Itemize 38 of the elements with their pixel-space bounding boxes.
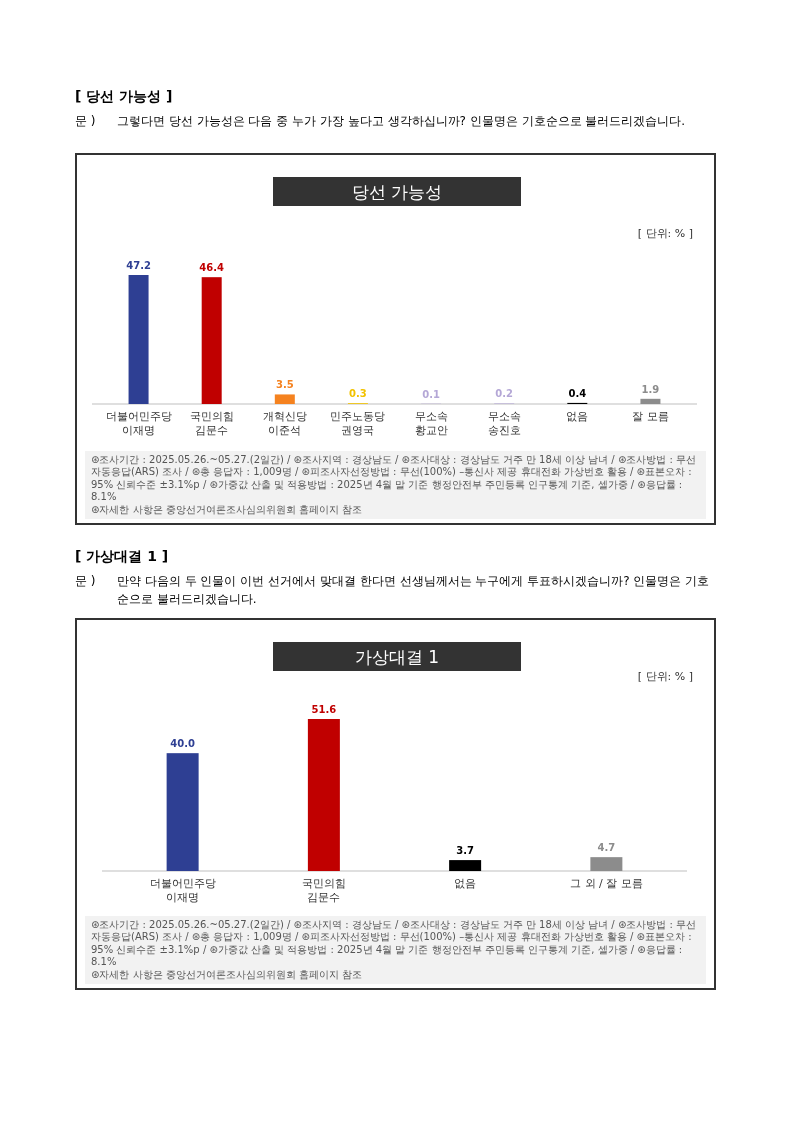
x-tick-label: 국민의힘 김문수: [301, 877, 346, 904]
data-label: 3.5: [275, 379, 294, 391]
data-label: 0.1: [422, 388, 440, 400]
x-tick-label: 더불어민주당 이재명: [105, 410, 172, 437]
text: [ 단위: % ]: [637, 670, 693, 683]
data-label: 46.4: [199, 262, 225, 274]
x-tick-label: 없음: [566, 410, 589, 423]
chart-title: 당선 가능성: [351, 182, 443, 202]
text: ⊛조사기간 : 2025.05.26.~05.27.(2일간) / ⊛조사지역 : 경상남도 / ⊛조사대상 : 경상남도 거주 만 18세 이상 남녀 / ⊛조사방법 : 무선 자동응답(ARS) 조사 / ⊛총 응답자 : 1,009명 / ⊛피조사자선정방법 : 무선(100%) –통신사 제공 휴대전화 가상번호 활용 / ⊛표본오차 : 95% 신뢰수준 ±3.1%p / ⊛가중값 산출 및 적용방법 : 2025년 4월 말 기준 행정안전부 주민등록 인구통계 기준, 셀가중 / ⊛응답률 : 8.1%: [91, 453, 697, 504]
text: ⊛자세한 사항은 중앙선거여론조사심의위원회 홈페이지 참조: [91, 503, 364, 516]
text: 만약 다음의 두 인물이 이번 선거에서 맞대결 한다면 선생님께서는 누구에게 투표하시겠습니까? 인물명은 기호순으로 불러드리겠습니다.: [117, 573, 711, 608]
x-tick-label: 없음: [454, 877, 477, 890]
text: [ 단위: % ]: [637, 227, 693, 240]
data-label: 51.6: [311, 704, 337, 715]
data-label: 3.7: [456, 845, 475, 857]
data-label: 0.4: [568, 387, 587, 399]
text: ⊛자세한 사항은 중앙선거여론조사심의위원회 홈페이지 참조: [91, 968, 364, 981]
x-tick-label: 잘 모름: [632, 410, 669, 423]
x-tick-label: 그 외 / 잘 모름: [570, 877, 643, 890]
x-tick-label: 무소속 송진호: [487, 410, 521, 437]
data-label: 47.2: [126, 260, 151, 271]
text: [ 당선 가능성 ]: [75, 88, 174, 106]
text: ⊛조사기간 : 2025.05.26.~05.27.(2일간) / ⊛조사지역 : 경상남도 / ⊛조사대상 : 경상남도 거주 만 18세 이상 남녀 / ⊛조사방법 : 무선 자동응답(ARS) 조사 / ⊛총 응답자 : 1,009명 / ⊛피조사자선정방법 : 무선(100%) –통신사 제공 휴대전화 가상번호 활용 / ⊛표본오차 : 95% 신뢰수준 ±3.1%p / ⊛가중값 산출 및 적용방법 : 2025년 4월 말 기준 행정안전부 주민등록 인구통계 기준, 셀가중 / ⊛응답률 : 8.1%: [91, 918, 697, 969]
x-tick-label: 개혁신당 이준석: [262, 410, 307, 437]
text: 문 ): [75, 113, 97, 130]
chart-title: 가상대결 1: [354, 647, 440, 667]
x-tick-label: 무소속 황교안: [414, 410, 448, 437]
text: 문 ): [75, 573, 97, 590]
data-label: 40.0: [170, 738, 195, 750]
x-tick-label: 국민의힘 김문수: [189, 410, 234, 437]
x-tick-label: 더불어민주당 이재명: [149, 877, 216, 904]
data-label: 4.7: [597, 842, 616, 854]
text: 그렇다면 당선 가능성은 다음 중 누가 가장 높다고 생각하십니까? 인물명은 기호순으로 불러드리겠습니다.: [117, 113, 686, 130]
x-tick-label: 민주노동당 권영국: [330, 410, 386, 437]
data-label: 0.2: [495, 388, 514, 400]
text: [ 가상대결 1 ]: [75, 548, 170, 566]
data-label: 1.9: [641, 383, 660, 395]
data-label: 0.3: [349, 388, 367, 400]
